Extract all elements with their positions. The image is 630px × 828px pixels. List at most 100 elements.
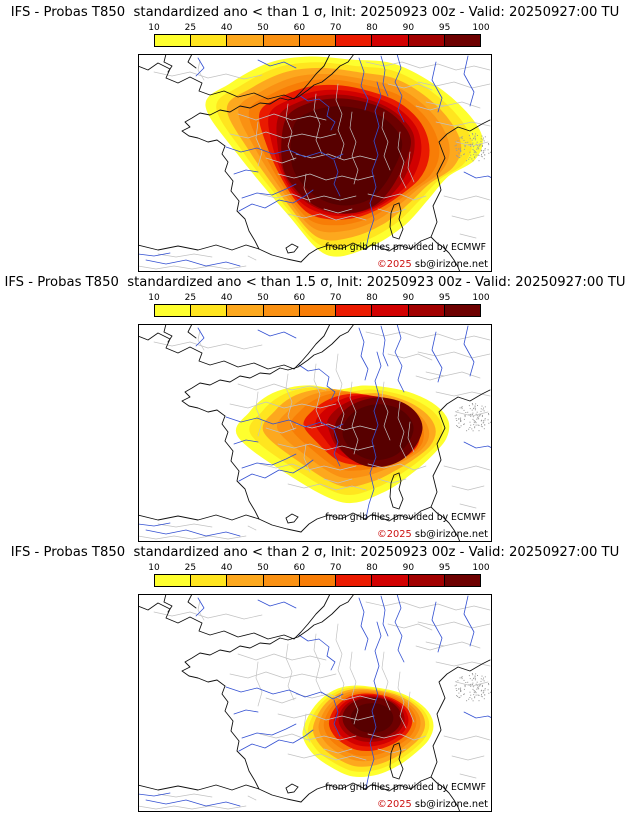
colorbar-segment bbox=[190, 575, 227, 586]
coastline bbox=[163, 54, 173, 73]
river bbox=[365, 680, 379, 789]
copyright-site: sb@irizone.net bbox=[415, 259, 488, 270]
admin-boundary bbox=[443, 465, 491, 471]
admin-boundary bbox=[277, 443, 375, 451]
admin-boundary bbox=[229, 671, 337, 679]
admin-boundary bbox=[157, 523, 213, 528]
admin-boundary bbox=[335, 353, 345, 429]
coastline bbox=[430, 119, 491, 238]
admin-boundary bbox=[229, 401, 337, 409]
admin-boundary bbox=[153, 341, 263, 350]
river bbox=[298, 634, 336, 671]
colorbar-tick: 95 bbox=[438, 563, 451, 573]
admin-boundary bbox=[313, 633, 323, 695]
colorbar-segment bbox=[298, 305, 336, 316]
admin-boundary bbox=[367, 733, 427, 741]
colorbar-ticks: 10 25 40 50 60 70 80 90 95 100 bbox=[148, 23, 489, 34]
river bbox=[380, 595, 389, 637]
colorbar-segment bbox=[335, 575, 372, 586]
admin-boundary bbox=[277, 173, 375, 181]
coastline bbox=[300, 776, 432, 803]
colorbar-tick: 95 bbox=[438, 23, 451, 33]
coastline bbox=[430, 389, 491, 508]
coastline bbox=[300, 506, 432, 533]
probability-core bbox=[342, 404, 414, 461]
colorbar-tick: 95 bbox=[438, 293, 451, 303]
colorbar-segment bbox=[371, 35, 408, 46]
panel-prob-1_5sigma: IFS - Probas T850 standardized ano < tha… bbox=[0, 270, 630, 542]
admin-boundary bbox=[387, 353, 433, 361]
river bbox=[373, 621, 382, 682]
admin-boundary bbox=[153, 71, 263, 80]
island-outline bbox=[285, 783, 299, 794]
admin-boundary bbox=[407, 421, 415, 453]
copyright-year: ©2025 bbox=[377, 259, 415, 270]
admin-boundary bbox=[459, 503, 477, 509]
river bbox=[463, 55, 475, 107]
river bbox=[225, 416, 344, 430]
coastline bbox=[138, 244, 260, 251]
river bbox=[358, 327, 369, 381]
island-outline bbox=[389, 742, 404, 780]
river bbox=[233, 169, 259, 175]
colorbar-segment bbox=[298, 35, 336, 46]
river bbox=[463, 171, 492, 179]
admin-boundary bbox=[455, 411, 489, 417]
admin-boundary bbox=[138, 265, 247, 270]
admin-boundary bbox=[455, 141, 489, 147]
colorbar-tick: 25 bbox=[184, 563, 197, 573]
coastline bbox=[258, 248, 302, 263]
colorbar-tick: 40 bbox=[220, 563, 233, 573]
panel-prob-2sigma: IFS - Probas T850 standardized ano < tha… bbox=[0, 540, 630, 812]
colorbar-segment bbox=[155, 35, 191, 46]
map-frame bbox=[138, 594, 492, 812]
colorbar-tick: 25 bbox=[184, 23, 197, 33]
colorbar-tick: 40 bbox=[220, 293, 233, 303]
attribution-ecmwf: from grib files provided by ECMWF bbox=[325, 512, 486, 523]
coastline bbox=[221, 145, 260, 250]
colorbar-bar bbox=[154, 304, 481, 317]
admin-boundary bbox=[303, 443, 311, 473]
admin-boundary bbox=[138, 805, 247, 810]
colorbar: 10 25 40 50 60 70 80 90 95 100 bbox=[148, 23, 490, 49]
colorbar-tick: 100 bbox=[472, 23, 490, 33]
colorbar: 10 25 40 50 60 70 80 90 95 100 bbox=[148, 563, 490, 589]
admin-boundary bbox=[387, 623, 433, 631]
colorbar-segment bbox=[443, 575, 480, 586]
copyright-year: ©2025 bbox=[377, 529, 415, 540]
colorbar-tick: 80 bbox=[366, 563, 378, 573]
admin-boundary bbox=[365, 61, 491, 71]
coastline bbox=[138, 594, 331, 640]
terrain-stipple bbox=[454, 673, 491, 702]
admin-boundary bbox=[295, 693, 377, 701]
river bbox=[394, 594, 405, 663]
colorbar-segment bbox=[298, 575, 336, 586]
admin-boundary bbox=[303, 173, 311, 203]
admin-boundary bbox=[455, 681, 489, 687]
river bbox=[463, 441, 492, 449]
attribution-copyright: ©2025 sb@irizone.net bbox=[377, 529, 488, 540]
admin-boundary bbox=[153, 611, 263, 620]
panel-title: IFS - Probas T850 standardized ano < tha… bbox=[10, 5, 620, 20]
coastline bbox=[300, 236, 432, 263]
colorbar-tick: 90 bbox=[402, 293, 415, 303]
admin-boundary bbox=[197, 59, 205, 81]
colorbar-segment bbox=[407, 35, 444, 46]
colorbar-segment bbox=[155, 575, 191, 586]
admin-boundary bbox=[387, 83, 433, 91]
coastline bbox=[181, 594, 355, 687]
river bbox=[145, 529, 241, 537]
admin-boundary bbox=[377, 208, 407, 214]
river bbox=[225, 686, 344, 700]
river bbox=[241, 183, 297, 199]
colorbar-tick: 70 bbox=[329, 23, 342, 33]
colorbar-tick: 25 bbox=[184, 293, 197, 303]
coastline bbox=[181, 324, 355, 417]
coastline bbox=[221, 685, 260, 790]
admin-boundary bbox=[247, 255, 257, 261]
river bbox=[463, 595, 475, 647]
coastline bbox=[187, 54, 197, 69]
admin-boundary bbox=[381, 381, 391, 441]
admin-boundary bbox=[335, 83, 345, 159]
